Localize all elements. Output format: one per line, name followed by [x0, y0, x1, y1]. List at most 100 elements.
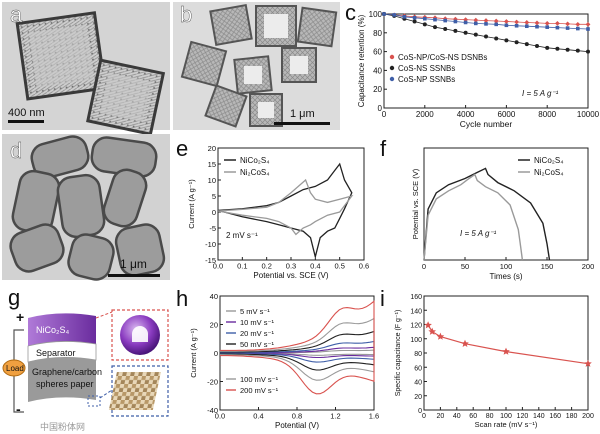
legend-label-h: 5 mV s⁻¹: [240, 307, 270, 316]
hollow-boxes-b: [180, 3, 338, 128]
x-tick-label: 0.6: [359, 262, 369, 271]
x-tick-label: 10000: [577, 110, 600, 119]
data-point-c: [453, 28, 458, 33]
x-tick-label: 1.2: [330, 412, 340, 421]
cv-curve-e: [217, 178, 354, 236]
x-axis-label: Potential vs. SCE (V): [253, 271, 328, 280]
y-tick-label: 80: [373, 29, 382, 38]
trend-line-i: [427, 324, 589, 365]
scale-bar-a-label: 400 nm: [8, 107, 45, 119]
x-tick-label: 0.4: [310, 262, 320, 271]
y-tick-label: 20: [210, 321, 218, 330]
data-point-c: [473, 32, 478, 37]
panel-c-label: c: [345, 0, 356, 25]
data-point-star-i: [424, 321, 432, 329]
data-point-c: [514, 40, 519, 45]
inset-bottom-source: [87, 395, 101, 407]
data-point-c: [493, 18, 499, 24]
x-tick-label: 150: [541, 262, 554, 271]
data-point-c: [514, 23, 519, 28]
data-point-c: [382, 12, 386, 16]
data-point-c: [443, 18, 447, 23]
x-tick-label: 2000: [416, 110, 434, 119]
x-axis-label: Potential (V): [275, 421, 319, 430]
panel-h-label: h: [176, 286, 188, 311]
data-point-c: [422, 22, 427, 27]
chart-h: h 0.0 0.4 0.8 1.2 1.6 -40 -20 0 20 40 Potential (V…: [176, 286, 379, 430]
y-tick-label: 40: [414, 380, 422, 387]
x-tick-label: 120: [517, 413, 529, 420]
x-tick-label: 4000: [457, 110, 475, 119]
legend-marker-c: [389, 76, 395, 82]
hollow-box-cores-b: [244, 14, 308, 118]
gcd-curve-f: [423, 173, 524, 261]
y-tick-label: 140: [410, 308, 422, 315]
data-point-c: [535, 43, 539, 48]
gcd-curve-f: [423, 167, 551, 261]
inset-top-connector: [95, 311, 113, 319]
x-tick-label: 0: [422, 262, 426, 271]
x-tick-label: 0.4: [253, 412, 263, 421]
x-tick-label: 100: [500, 262, 513, 271]
data-point-c: [463, 20, 468, 25]
x-tick-label: 200: [582, 262, 595, 271]
data-point-c: [524, 20, 530, 25]
x-tick-label: 6000: [498, 110, 516, 119]
data-point-c: [474, 21, 478, 26]
x-tick-label: 140: [533, 413, 545, 420]
data-point-c: [494, 36, 499, 41]
chart-c: c 0 2000 4000 6000 8000 10000 0 20 40 60 80 100 Cycl…: [345, 0, 600, 129]
x-tick-label: 200: [582, 413, 594, 420]
data-point-c: [402, 15, 407, 19]
data-point-c: [423, 16, 427, 21]
y-tick-label: 0: [378, 104, 383, 113]
data-point-c: [484, 34, 488, 39]
x-axis-label: Times (s): [489, 272, 522, 281]
panel-b-label: b: [180, 2, 192, 27]
y-tick-label: -20: [207, 378, 218, 387]
data-point-star-i: [436, 332, 445, 340]
x-tick-label: 0: [382, 110, 387, 119]
data-point-star-i: [584, 359, 592, 367]
data-point-c: [504, 38, 509, 43]
data-point-c: [575, 48, 580, 53]
legend-label-h: 100 mV s⁻¹: [240, 375, 279, 384]
data-point-c: [565, 21, 570, 27]
legend-label-c: CoS-NP SSNBs: [398, 75, 455, 84]
load-icon: [2, 359, 26, 377]
y-tick-label: 0: [214, 349, 218, 358]
y-tick-label: 20: [414, 394, 422, 401]
y-tick-label: 100: [369, 10, 383, 19]
legend-label-h: 10 mV s⁻¹: [240, 318, 274, 327]
y-tick-label: 0: [212, 208, 216, 217]
x-tick-label: 0: [422, 413, 426, 420]
x-tick-label: 50: [461, 262, 469, 271]
y-tick-label: 15: [208, 160, 216, 169]
legend-label-h: 50 mV s⁻¹: [240, 340, 274, 349]
data-point-c: [575, 21, 581, 27]
x-tick-label: 0.2: [261, 262, 271, 271]
graphene-carbon-layer: [28, 357, 96, 402]
data-point-c: [555, 21, 560, 26]
data-point-c: [432, 15, 438, 21]
minus-sign: -: [16, 401, 21, 417]
legend-label-c: CoS-NP/CoS-NS DSNBs: [398, 53, 487, 62]
x-tick-label: 160: [549, 413, 561, 420]
data-point-star-i: [428, 327, 436, 335]
y-tick-label: 80: [414, 351, 422, 358]
panel-g-label: g: [8, 285, 20, 310]
panel-d-label: d: [10, 138, 22, 163]
x-tick-label: 1.6: [369, 412, 379, 421]
data-point-c: [392, 13, 396, 17]
x-tick-label: 8000: [538, 110, 556, 119]
data-point-c: [555, 25, 560, 30]
y-tick-label: 0: [418, 408, 422, 415]
data-point-c: [544, 21, 550, 26]
x-tick-label: 40: [453, 413, 461, 420]
legend-marker-c: [389, 54, 395, 60]
data-point-c: [473, 17, 479, 23]
plot-frame: [383, 13, 589, 109]
x-tick-label: 0.3: [286, 262, 296, 271]
inset-bottom-connector: [99, 389, 113, 399]
